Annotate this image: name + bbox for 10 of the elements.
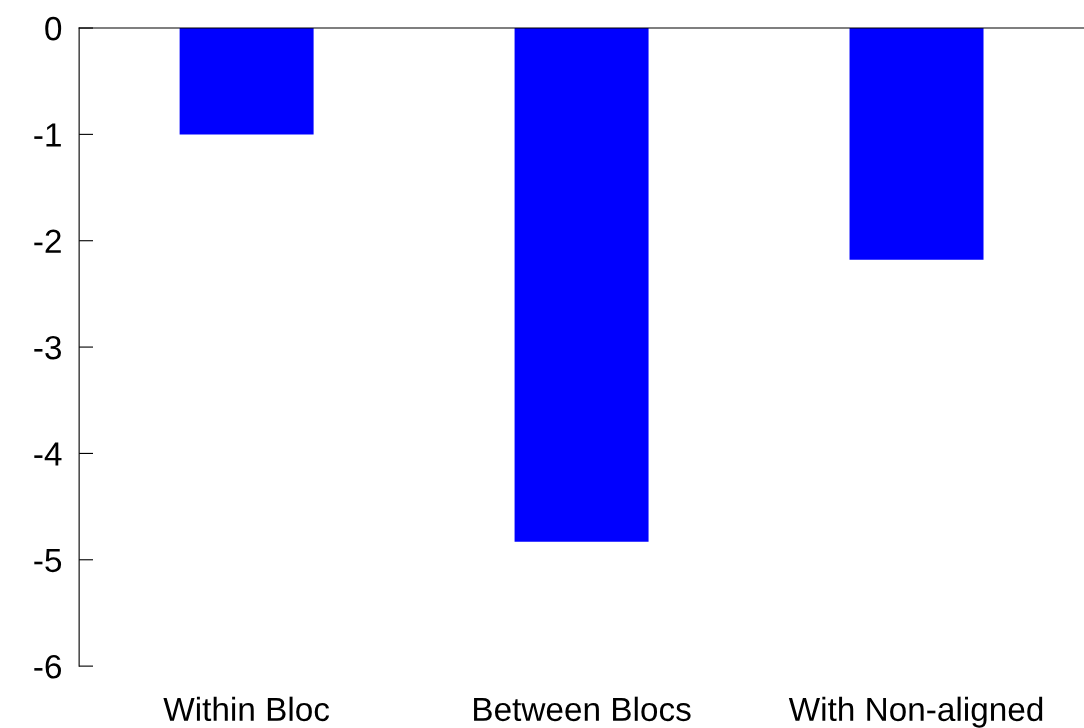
- y-tick-label: -2: [34, 229, 61, 253]
- y-tick-label: -1: [34, 123, 61, 147]
- y-tick-label: -3: [34, 335, 61, 360]
- y-tick-label: 0: [45, 16, 62, 41]
- x-tick-label: Between Blocs: [474, 696, 691, 722]
- y-tick-label: -5: [34, 548, 62, 573]
- y-tick-label: -6: [34, 654, 61, 679]
- y-tick-label: -4: [34, 442, 62, 466]
- x-tick-label: Within Bloc: [163, 696, 330, 722]
- x-tick-label: With Non-aligned: [788, 696, 1043, 728]
